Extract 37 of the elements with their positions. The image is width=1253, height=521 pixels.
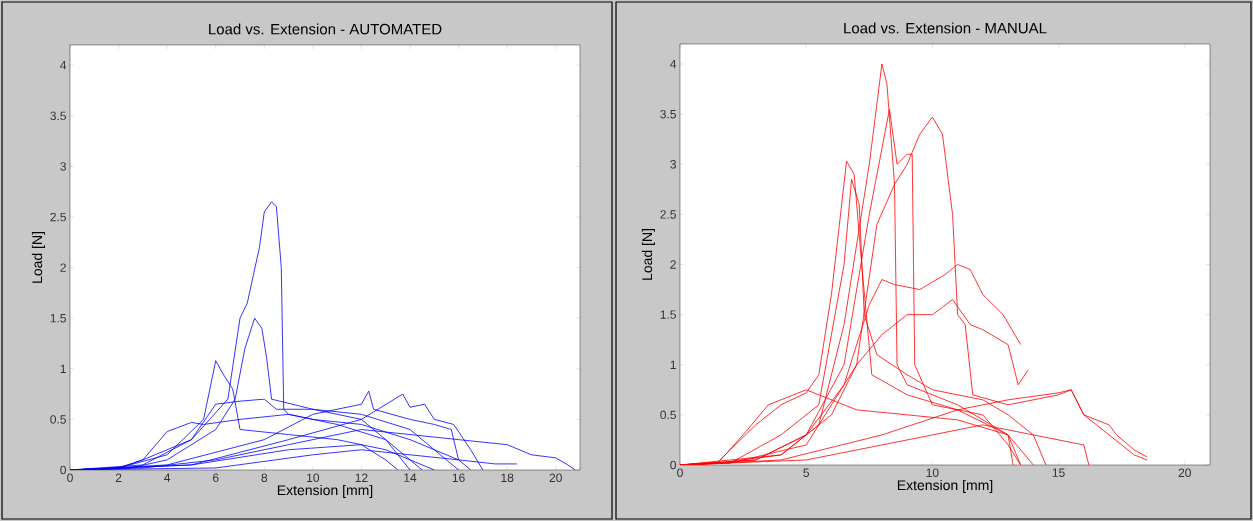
x-tick-label: 6 bbox=[213, 473, 219, 483]
y-tick-label: 4 bbox=[670, 59, 677, 69]
y-tick-label: 3.5 bbox=[50, 111, 66, 121]
y-tick-label: 1 bbox=[60, 364, 66, 373]
y-tick-label: 1.5 bbox=[50, 314, 66, 323]
y-axis-title: Load [N] bbox=[641, 229, 655, 280]
x-tick-label: 20 bbox=[1178, 468, 1191, 478]
y-axis-title: Load [N] bbox=[31, 232, 45, 283]
x-tick-label: 18 bbox=[501, 473, 514, 483]
x-tick-label: 4 bbox=[164, 473, 171, 482]
x-tick-label: 5 bbox=[803, 468, 810, 477]
y-tick-label: 3 bbox=[60, 162, 66, 171]
x-axis-title: Extension [mm] bbox=[277, 484, 373, 498]
y-tick-label: 2 bbox=[670, 260, 676, 269]
y-tick-label: 0.5 bbox=[50, 415, 66, 424]
x-axis-title: Extension [mm] bbox=[897, 479, 993, 493]
x-tick-label: 12 bbox=[355, 473, 368, 482]
x-tick-label: 2 bbox=[115, 473, 122, 482]
y-tick-label: 3 bbox=[670, 160, 676, 169]
x-tick-label: 16 bbox=[452, 473, 465, 483]
y-tick-label: 3.5 bbox=[660, 109, 676, 119]
x-tick-label: 15 bbox=[1052, 468, 1065, 477]
y-tick-label: 1 bbox=[670, 360, 676, 369]
x-tick-label: 10 bbox=[307, 473, 320, 483]
y-tick-label: 2.5 bbox=[660, 210, 676, 219]
x-tick-label: 20 bbox=[549, 473, 562, 483]
chart-title: Load vs. Extension - AUTOMATED bbox=[209, 23, 442, 35]
chart-title: Load vs. Extension - MANUAL bbox=[844, 22, 1047, 34]
y-tick-label: 0 bbox=[670, 460, 677, 470]
x-tick-label: 10 bbox=[926, 468, 939, 478]
y-tick-label: 2 bbox=[60, 263, 66, 272]
y-tick-label: 2.5 bbox=[50, 212, 66, 222]
x-tick-label: 14 bbox=[404, 473, 417, 482]
x-tick-label: 8 bbox=[261, 473, 268, 483]
y-tick-label: 0.5 bbox=[660, 410, 676, 420]
y-tick-label: 1.5 bbox=[660, 310, 676, 319]
y-tick-label: 4 bbox=[60, 61, 67, 70]
